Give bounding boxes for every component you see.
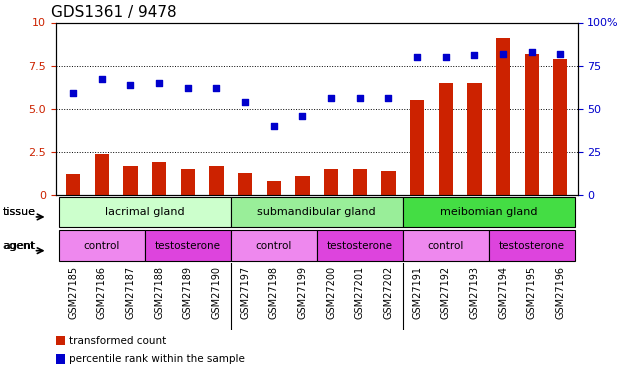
Point	[125, 82, 135, 88]
Text: submandibular gland: submandibular gland	[257, 207, 376, 217]
Point	[555, 51, 565, 57]
Text: GSM27186: GSM27186	[97, 266, 107, 319]
Point	[469, 52, 479, 58]
Text: GSM27188: GSM27188	[154, 266, 164, 319]
Text: meibomian gland: meibomian gland	[440, 207, 537, 217]
Text: GSM27191: GSM27191	[412, 266, 422, 319]
Text: transformed count: transformed count	[69, 336, 166, 345]
Text: GSM27199: GSM27199	[297, 266, 307, 319]
FancyBboxPatch shape	[231, 196, 402, 227]
Point	[527, 49, 537, 55]
Text: testosterone: testosterone	[327, 241, 392, 250]
Text: control: control	[255, 241, 292, 250]
Text: control: control	[427, 241, 464, 250]
Bar	[295, 176, 309, 195]
Point	[355, 95, 365, 101]
Point	[269, 123, 279, 129]
Bar	[266, 181, 281, 195]
Point	[154, 80, 164, 86]
Text: GSM27189: GSM27189	[183, 266, 193, 319]
Text: agent: agent	[3, 241, 35, 250]
Point	[297, 112, 307, 118]
Bar	[94, 154, 109, 195]
Text: percentile rank within the sample: percentile rank within the sample	[69, 354, 245, 364]
Bar	[181, 169, 195, 195]
FancyBboxPatch shape	[402, 196, 574, 227]
Text: lacrimal gland: lacrimal gland	[105, 207, 184, 217]
Text: GSM27196: GSM27196	[555, 266, 565, 319]
Text: GSM27195: GSM27195	[527, 266, 537, 319]
Text: GSM27185: GSM27185	[68, 266, 78, 319]
Text: testosterone: testosterone	[499, 241, 564, 250]
Bar	[496, 38, 510, 195]
Bar	[467, 83, 481, 195]
Text: GSM27192: GSM27192	[441, 266, 451, 319]
Text: testosterone: testosterone	[155, 241, 220, 250]
Text: tissue: tissue	[3, 207, 36, 217]
Text: GSM27202: GSM27202	[383, 266, 393, 319]
Point	[97, 76, 107, 82]
Bar	[353, 169, 367, 195]
Bar	[438, 83, 453, 195]
Point	[68, 90, 78, 96]
Text: GSM27201: GSM27201	[355, 266, 365, 319]
Point	[211, 85, 221, 91]
FancyBboxPatch shape	[317, 230, 402, 261]
Point	[412, 54, 422, 60]
Text: GSM27198: GSM27198	[269, 266, 279, 319]
Point	[441, 54, 451, 60]
Text: control: control	[84, 241, 120, 250]
Text: GSM27193: GSM27193	[469, 266, 479, 319]
Bar	[152, 162, 166, 195]
Bar	[324, 169, 338, 195]
Text: GSM27190: GSM27190	[211, 266, 222, 319]
Bar	[123, 166, 138, 195]
Bar	[56, 354, 65, 364]
Bar	[66, 174, 80, 195]
FancyBboxPatch shape	[145, 230, 231, 261]
FancyBboxPatch shape	[59, 230, 145, 261]
Point	[326, 95, 336, 101]
Bar	[553, 59, 568, 195]
Text: tissue: tissue	[3, 207, 36, 217]
FancyBboxPatch shape	[231, 230, 317, 261]
Text: GSM27194: GSM27194	[498, 266, 508, 319]
Point	[183, 85, 193, 91]
Text: GSM27200: GSM27200	[326, 266, 336, 319]
Text: GSM27197: GSM27197	[240, 266, 250, 319]
FancyBboxPatch shape	[402, 230, 489, 261]
Text: GSM27187: GSM27187	[125, 266, 135, 319]
Bar	[238, 172, 252, 195]
Point	[240, 99, 250, 105]
FancyBboxPatch shape	[59, 196, 231, 227]
FancyBboxPatch shape	[489, 230, 574, 261]
Bar	[410, 100, 424, 195]
Bar	[209, 166, 224, 195]
Text: agent: agent	[3, 241, 35, 250]
Point	[383, 95, 393, 101]
Point	[498, 51, 508, 57]
Text: GDS1361 / 9478: GDS1361 / 9478	[51, 5, 176, 20]
Bar	[381, 171, 396, 195]
Bar	[525, 54, 539, 195]
Bar	[56, 336, 65, 345]
